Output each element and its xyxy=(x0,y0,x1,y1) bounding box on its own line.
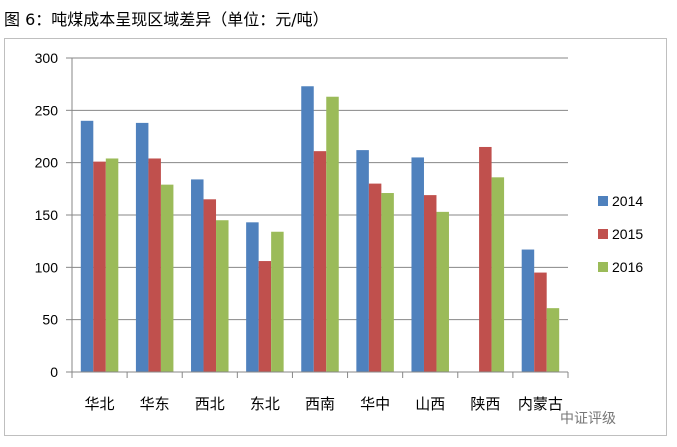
y-tick-label: 250 xyxy=(35,102,59,118)
x-category-label: 山西 xyxy=(415,395,445,413)
bar-2014-华东 xyxy=(135,122,149,372)
bar-2016-山西 xyxy=(436,211,449,372)
bar-2015-华东 xyxy=(148,158,161,372)
x-category-label: 陕西 xyxy=(470,395,500,413)
bars xyxy=(80,86,560,372)
bar-2015-内蒙古 xyxy=(534,272,547,372)
legend-label-2016: 2016 xyxy=(612,259,643,275)
x-category-label: 东北 xyxy=(250,395,280,413)
legend-label-2014: 2014 xyxy=(612,193,643,209)
bar-2016-西北 xyxy=(216,220,229,372)
y-tick-label: 100 xyxy=(35,259,59,275)
y-tick-label: 200 xyxy=(35,155,59,171)
x-category-label: 西北 xyxy=(195,395,225,413)
x-category-label: 内蒙古 xyxy=(518,395,563,413)
bar-2015-西南 xyxy=(313,151,327,372)
bar-2015-东北 xyxy=(258,261,272,372)
bar-2016-东北 xyxy=(271,231,284,372)
bar-2016-华东 xyxy=(160,184,174,372)
y-tick-label: 0 xyxy=(50,364,58,380)
x-category-label: 西南 xyxy=(305,395,335,413)
bar-2014-山西 xyxy=(411,157,424,372)
bar-2014-华中 xyxy=(356,150,369,372)
bar-2016-华中 xyxy=(381,193,394,372)
x-category-label: 华北 xyxy=(85,395,115,413)
bar-2015-西北 xyxy=(203,199,217,372)
figure-caption: 图 6：吨煤成本呈现区域差异（单位：元/吨） xyxy=(4,10,329,29)
x-category-label: 华东 xyxy=(140,395,170,413)
bar-2014-东北 xyxy=(246,222,259,372)
bar-2015-华中 xyxy=(368,183,382,372)
bar-2015-陕西 xyxy=(479,146,492,372)
y-tick-label: 50 xyxy=(42,312,58,328)
bar-2015-华北 xyxy=(93,161,106,372)
axes: 0 50 100 150 200 250 300 华北 华东 西北 东北 西南 华中 山西 陕西 内蒙古 xyxy=(35,50,569,413)
bar-2016-陕西 xyxy=(491,177,505,372)
bar-2014-内蒙古 xyxy=(521,249,535,372)
bar-2016-西南 xyxy=(326,96,339,372)
y-tick-label: 300 xyxy=(35,50,59,66)
legend: 2014 2015 2016 xyxy=(598,193,643,275)
chart-frame xyxy=(4,38,667,436)
bar-2016-华北 xyxy=(105,158,119,372)
legend-label-2015: 2015 xyxy=(612,226,643,242)
y-tick-label: 150 xyxy=(35,207,59,223)
watermark-text: 中证评级 xyxy=(560,411,616,427)
bar-2015-山西 xyxy=(423,195,437,372)
x-category-label: 华中 xyxy=(360,395,390,413)
legend-swatch-2016 xyxy=(598,262,608,272)
legend-swatch-2015 xyxy=(598,229,608,239)
bar-2014-西南 xyxy=(301,86,314,372)
bar-2014-华北 xyxy=(80,120,94,372)
legend-swatch-2014 xyxy=(598,196,608,206)
bar-2014-西北 xyxy=(191,179,204,372)
bar-2016-内蒙古 xyxy=(546,308,560,372)
